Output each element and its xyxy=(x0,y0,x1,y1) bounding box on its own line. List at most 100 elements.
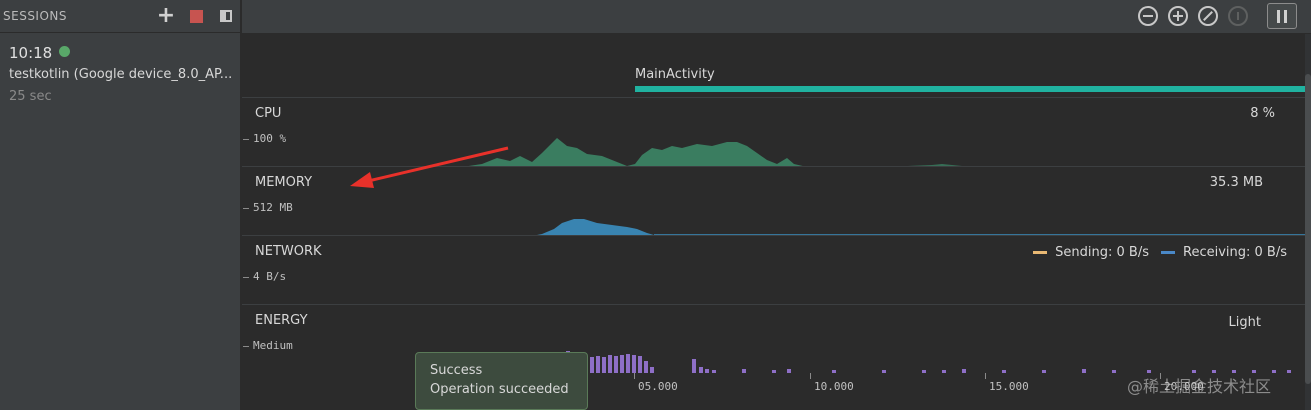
plus-icon-vertical xyxy=(1177,11,1179,21)
energy-bar xyxy=(942,370,946,373)
network-legend: Sending: 0 B/s Receiving: 0 B/s xyxy=(1033,245,1287,260)
energy-bar xyxy=(692,359,696,373)
tick-mark xyxy=(810,373,811,379)
network-scale: 4 B/s xyxy=(242,270,287,283)
energy-monitor[interactable]: ENERGY Medium Light xyxy=(242,304,1305,410)
profiler-toolbar xyxy=(242,0,1311,34)
energy-bar xyxy=(650,367,654,373)
reset-zoom-icon xyxy=(1203,11,1213,21)
memory-scale: 512 MB xyxy=(243,201,293,214)
session-duration: 25 sec xyxy=(9,89,52,104)
cpu-value: 8 % xyxy=(1250,106,1275,121)
watermark: @稀土掘金技术社区 xyxy=(1127,377,1272,396)
energy-bar xyxy=(882,370,886,373)
success-toast[interactable]: Success Operation succeeded xyxy=(415,352,588,410)
energy-bar xyxy=(787,369,791,373)
cpu-scale: 100 % xyxy=(242,132,287,145)
energy-bar xyxy=(1082,369,1086,373)
live-status-dot-icon xyxy=(59,46,70,57)
energy-bar xyxy=(608,355,612,373)
energy-bar xyxy=(1147,370,1151,373)
energy-bar xyxy=(1112,370,1116,373)
sending-swatch xyxy=(1033,251,1048,254)
profiler-main: MainActivity CPU 100 % 8 % MEMORY 512 MB… xyxy=(242,0,1311,410)
add-session-button[interactable]: + xyxy=(156,3,176,28)
plus-icon: + xyxy=(156,3,176,28)
pause-button[interactable] xyxy=(1267,3,1297,29)
energy-title: ENERGY xyxy=(255,313,308,328)
energy-bar xyxy=(962,369,966,373)
network-monitor[interactable]: NETWORK 4 B/s Sending: 0 B/s Receiving: … xyxy=(242,235,1305,304)
panel-layout-icon xyxy=(220,10,232,22)
session-item[interactable]: 10:18 testkotlin (Google device_8.0_AP..… xyxy=(0,34,240,114)
energy-bar xyxy=(922,370,926,373)
energy-scale: Medium xyxy=(243,339,293,352)
sending-label: Sending: 0 B/s xyxy=(1055,245,1149,260)
pause-icon xyxy=(1277,9,1280,23)
energy-bar xyxy=(614,356,618,373)
stop-icon xyxy=(189,9,203,23)
memory-monitor[interactable]: MEMORY 512 MB 35.3 MB xyxy=(242,166,1305,236)
toggle-sessions-panel-button[interactable] xyxy=(216,6,236,26)
energy-bar xyxy=(712,370,716,373)
energy-bar xyxy=(1232,370,1236,373)
energy-bar xyxy=(638,356,642,373)
energy-bar xyxy=(1252,370,1256,373)
jump-to-live-button[interactable] xyxy=(1228,6,1248,26)
live-icon xyxy=(1237,12,1239,20)
tick-label-15s: 15.000 xyxy=(989,380,1029,393)
tick-label-20s: 20.000 xyxy=(1164,380,1204,393)
memory-title: MEMORY xyxy=(255,175,313,190)
memory-value: 35.3 MB xyxy=(1209,175,1263,190)
memory-area xyxy=(532,219,1305,236)
tick-mark xyxy=(634,373,635,379)
activity-label: MainActivity xyxy=(635,67,715,82)
tick-label-10s: 10.000 xyxy=(814,380,854,393)
energy-bar xyxy=(1272,370,1276,373)
scrollbar-thumb[interactable] xyxy=(1305,74,1311,384)
energy-bar xyxy=(1042,370,1046,373)
energy-graph xyxy=(566,351,1291,373)
sessions-title: SESSIONS xyxy=(3,9,68,23)
tick-mark xyxy=(985,373,986,379)
energy-bar xyxy=(620,355,624,373)
pause-icon-bar xyxy=(1284,9,1287,23)
tick-label-5s: 05.000 xyxy=(638,380,678,393)
toast-message: Operation succeeded xyxy=(430,382,569,397)
sessions-header: SESSIONS + xyxy=(0,0,240,33)
session-name: testkotlin (Google device_8.0_AP... xyxy=(9,67,233,82)
energy-bar xyxy=(632,355,636,373)
activity-bar[interactable] xyxy=(635,86,1311,92)
energy-bar xyxy=(699,367,703,373)
energy-bar xyxy=(832,370,836,373)
receiving-swatch xyxy=(1161,251,1175,254)
annotation-arrow-icon xyxy=(350,146,509,188)
receiving-label: Receiving: 0 B/s xyxy=(1183,245,1287,260)
energy-bar xyxy=(1212,370,1216,373)
cpu-title: CPU xyxy=(255,106,282,121)
zoom-in-button[interactable] xyxy=(1168,6,1188,26)
energy-bar xyxy=(626,354,630,373)
network-title: NETWORK xyxy=(255,244,322,259)
energy-bar xyxy=(772,370,776,373)
zoom-out-button[interactable] xyxy=(1138,6,1158,26)
energy-bar xyxy=(1287,370,1291,373)
energy-bar xyxy=(1192,370,1196,373)
energy-bar xyxy=(1002,370,1006,373)
toast-title: Success xyxy=(430,363,483,378)
tick-mark xyxy=(1160,373,1161,379)
energy-value: Light xyxy=(1228,315,1261,330)
vertical-scrollbar[interactable] xyxy=(1305,34,1311,410)
energy-bar xyxy=(705,369,709,373)
energy-bar xyxy=(596,356,600,373)
cpu-area xyxy=(462,138,1305,167)
energy-bar xyxy=(602,357,606,373)
reset-zoom-button[interactable] xyxy=(1198,6,1218,26)
minus-icon xyxy=(1143,15,1153,17)
energy-bar xyxy=(742,369,746,373)
energy-bar xyxy=(644,361,648,373)
energy-bar xyxy=(590,357,594,373)
stop-session-button[interactable] xyxy=(186,6,206,26)
session-time: 10:18 xyxy=(9,44,53,62)
sessions-panel: SESSIONS + 10:18 testkotlin (Google devi… xyxy=(0,0,241,410)
